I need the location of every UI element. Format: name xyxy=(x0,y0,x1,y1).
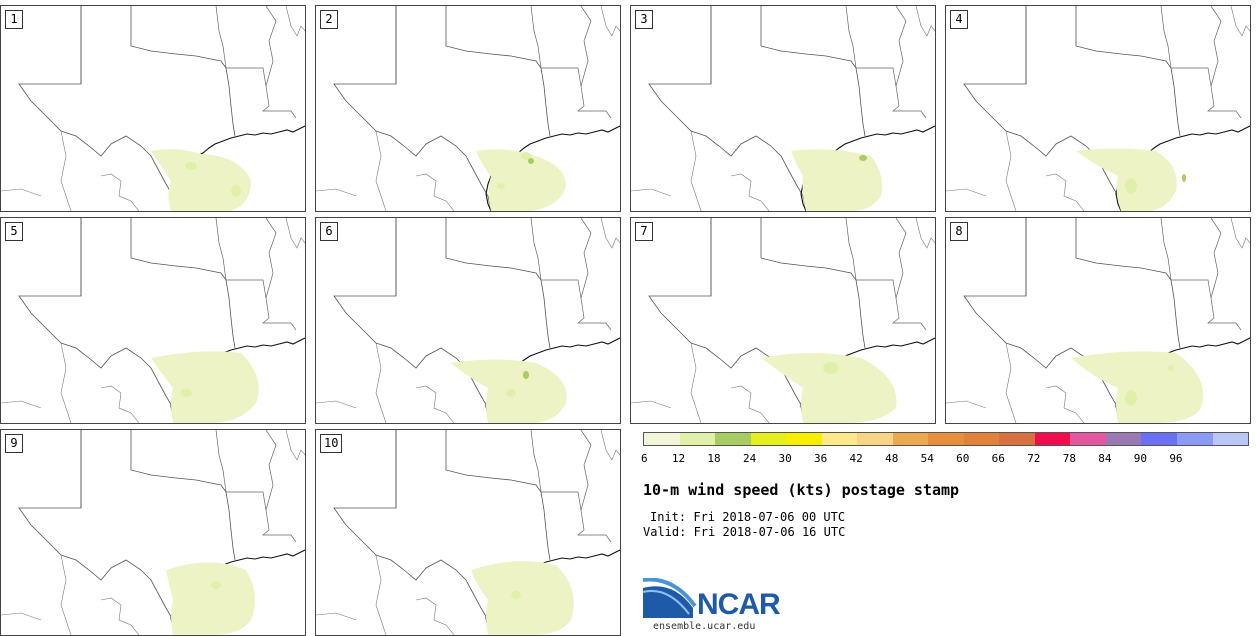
wind-speed-field xyxy=(166,562,255,635)
member-map xyxy=(316,6,620,211)
valid-time: Valid: Fri 2018-07-06 16 UTC xyxy=(643,525,846,539)
init-time: Init: Fri 2018-07-06 00 UTC xyxy=(650,510,846,524)
ensemble-member-panel-8[interactable]: 8 xyxy=(945,217,1251,424)
colorbar-tick-label: 24 xyxy=(742,452,757,465)
colorbar-tick-label: 66 xyxy=(991,452,1005,465)
colorbar-segment-9 xyxy=(928,433,964,445)
colorbar-tick-label: 84 xyxy=(1098,452,1112,465)
colorbar-segment-1 xyxy=(644,433,680,445)
colorbar-segment-14 xyxy=(1105,433,1142,445)
colorbar-segment-17 xyxy=(1212,433,1249,445)
colorbar-tick-label: 36 xyxy=(814,452,828,465)
member-map xyxy=(1,6,305,211)
wind-speed-colorbar xyxy=(643,432,1249,446)
member-map xyxy=(946,218,1250,423)
colorbar-tick-label: 30 xyxy=(778,452,792,465)
member-number: 4 xyxy=(950,10,968,29)
member-map xyxy=(631,6,935,211)
ensemble-member-panel-3[interactable]: 3 xyxy=(630,5,936,212)
colorbar-tick-label: 72 xyxy=(1027,452,1041,465)
ensemble-member-panel-9[interactable]: 9 xyxy=(0,429,306,636)
site-url[interactable]: ensemble.ucar.edu xyxy=(653,621,756,632)
member-map xyxy=(946,6,1250,211)
colorbar-segment-15 xyxy=(1141,433,1177,445)
ensemble-member-panel-7[interactable]: 7 xyxy=(630,217,936,424)
colorbar-tick-label: 96 xyxy=(1169,452,1183,465)
colorbar-segment-3 xyxy=(715,433,751,445)
wind-speed-field xyxy=(761,353,897,423)
wind-speed-field xyxy=(791,149,883,211)
member-map xyxy=(1,430,305,635)
member-map xyxy=(316,430,620,635)
ensemble-member-panel-2[interactable]: 2 xyxy=(315,5,621,212)
ensemble-member-panel-6[interactable]: 6 xyxy=(315,217,621,424)
colorbar-tick-label: 6 xyxy=(641,452,648,465)
member-number: 3 xyxy=(635,10,653,29)
colorbar-tick-label: 54 xyxy=(920,452,934,465)
wind-speed-field xyxy=(1071,351,1204,423)
member-map xyxy=(1,218,305,423)
product-title: 10-m wind speed (kts) postage stamp xyxy=(643,481,960,499)
colorbar-segment-5 xyxy=(786,433,822,445)
member-map xyxy=(316,218,620,423)
member-map xyxy=(631,218,935,423)
member-number: 7 xyxy=(635,222,653,241)
colorbar-segment-6 xyxy=(821,433,858,445)
colorbar-segment-11 xyxy=(999,433,1035,445)
colorbar-segment-4 xyxy=(750,433,787,445)
colorbar-segment-16 xyxy=(1176,433,1213,445)
colorbar-segment-8 xyxy=(892,433,929,445)
colorbar-tick-label: 48 xyxy=(885,452,899,465)
member-number: 8 xyxy=(950,222,968,241)
wind-speed-field xyxy=(1076,148,1186,211)
member-number: 2 xyxy=(320,10,338,29)
colorbar-segment-2 xyxy=(679,433,716,445)
ensemble-member-panel-1[interactable]: 1 xyxy=(0,5,306,212)
colorbar-tick-label: 42 xyxy=(849,452,863,465)
colorbar-tick-label: 78 xyxy=(1062,452,1076,465)
wind-speed-field xyxy=(476,149,566,211)
member-number: 6 xyxy=(320,222,338,241)
colorbar-tick-label: 60 xyxy=(956,452,970,465)
member-number: 10 xyxy=(320,434,343,453)
wind-speed-field xyxy=(471,561,574,635)
ncar-logo-icon xyxy=(643,578,697,618)
colorbar-tick-label: 18 xyxy=(707,452,721,465)
colorbar-segment-13 xyxy=(1070,433,1106,445)
wind-speed-field xyxy=(151,351,259,423)
colorbar-tick-labels: 6 12 18 24 30 36 42 48 54 60 66 72 78 84 90 96 xyxy=(641,452,1247,466)
ensemble-member-panel-10[interactable]: 10 xyxy=(315,429,621,636)
wind-speed-field xyxy=(151,149,251,211)
member-number: 5 xyxy=(5,222,23,241)
ncar-logo-text: NCAR xyxy=(697,588,781,621)
colorbar-segment-7 xyxy=(857,433,893,445)
wind-speed-field xyxy=(451,359,567,423)
colorbar-segment-12 xyxy=(1034,433,1071,445)
colorbar-tick-label: 90 xyxy=(1133,452,1148,465)
member-number: 9 xyxy=(5,434,23,453)
ensemble-member-panel-5[interactable]: 5 xyxy=(0,217,306,424)
member-number: 1 xyxy=(5,10,23,29)
colorbar-segment-10 xyxy=(963,433,1000,445)
ensemble-member-panel-4[interactable]: 4 xyxy=(945,5,1251,212)
colorbar-tick-label: 12 xyxy=(671,452,686,465)
